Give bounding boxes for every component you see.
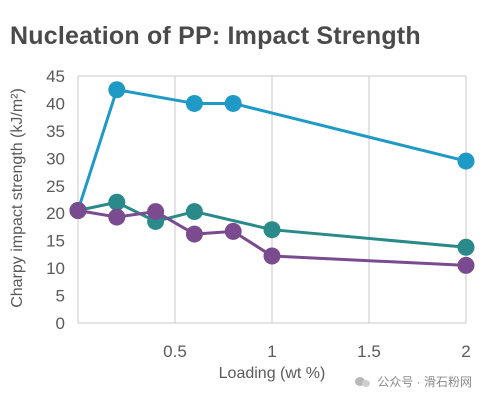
y-tick-label: 0: [56, 314, 65, 333]
data-point: [263, 221, 281, 239]
x-tick-label: 1: [267, 342, 276, 361]
y-tick-label: 25: [46, 177, 65, 196]
watermark: 公众号 · 滑石粉网: [355, 373, 472, 390]
data-point: [108, 208, 126, 226]
watermark-text: 公众号 · 滑石粉网: [377, 375, 472, 389]
x-tick-label: 2: [461, 342, 470, 361]
y-axis-label: Charpy impact strength (kJ/m²): [9, 88, 26, 308]
x-axis-label: Loading (wt %): [219, 365, 326, 382]
data-point: [224, 222, 242, 240]
y-tick-label: 40: [46, 94, 65, 113]
data-point: [185, 203, 203, 221]
data-point: [185, 94, 203, 112]
y-tick-label: 45: [46, 67, 65, 86]
data-point: [108, 193, 126, 211]
data-point: [224, 94, 242, 112]
data-point: [457, 238, 475, 256]
y-tick-label: 15: [46, 232, 65, 251]
y-tick-label: 30: [46, 149, 65, 168]
data-point: [457, 256, 475, 274]
data-point: [108, 81, 126, 99]
data-point: [185, 225, 203, 243]
y-tick-label: 5: [56, 287, 65, 306]
chart-title: Nucleation of PP: Impact Strength: [10, 22, 421, 50]
data-point: [147, 203, 165, 221]
data-point: [263, 247, 281, 265]
y-tick-label: 10: [46, 259, 65, 278]
x-tick-label: 0.5: [163, 342, 187, 361]
y-tick-label: 35: [46, 122, 65, 141]
wechat-icon: [355, 376, 371, 388]
x-tick-label: 1.5: [357, 342, 381, 361]
y-tick-label: 20: [46, 204, 65, 223]
data-point: [69, 201, 87, 219]
data-point: [457, 152, 475, 170]
